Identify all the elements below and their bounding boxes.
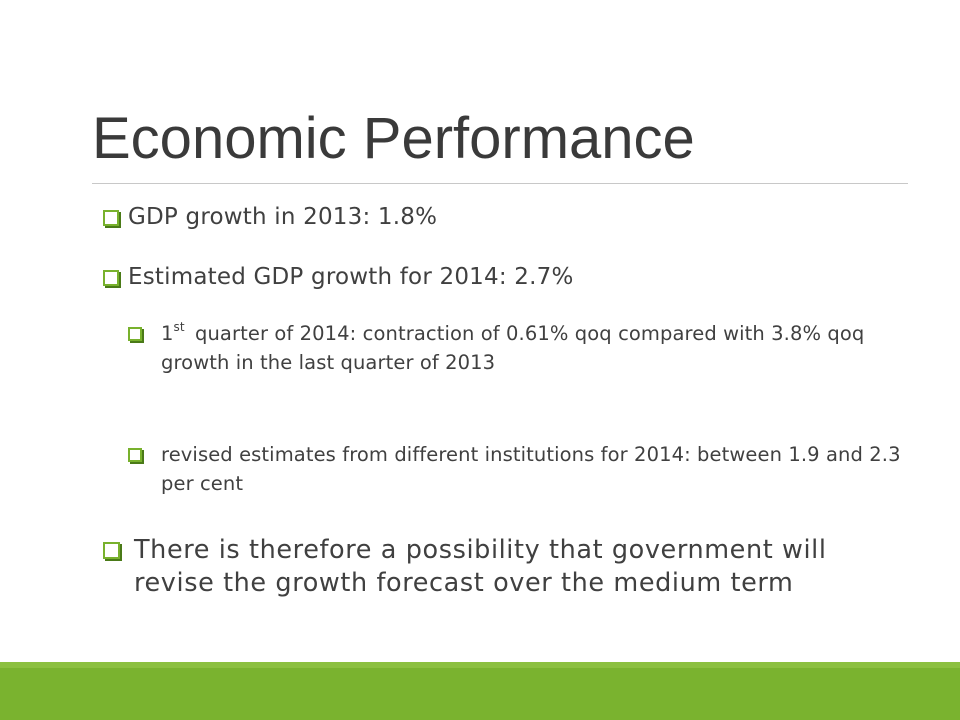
sub-bullet-revised-estimates: revised estimates from different institu… <box>128 440 901 498</box>
ordinal-suffix: st <box>173 319 185 334</box>
hollow-square-icon <box>128 327 142 341</box>
bullet-gdp-2013: GDP growth in 2013: 1.8% <box>103 203 928 232</box>
sub-bullet-number: 1 <box>161 322 174 345</box>
bullet-conclusion: There is therefore a possibility that go… <box>103 534 904 600</box>
bullet-gdp-2014-estimate: Estimated GDP growth for 2014: 2.7% <box>103 263 928 292</box>
slide-title: Economic Performance <box>92 106 695 171</box>
hollow-square-icon <box>103 542 120 559</box>
hollow-square-icon <box>103 270 119 286</box>
hollow-square-icon <box>103 210 119 226</box>
bullet-text: revised estimates from different institu… <box>161 443 901 495</box>
sub-bullet-q1-2014: 1st quarter of 2014: contraction of 0.61… <box>128 319 901 377</box>
footer-band <box>0 662 960 720</box>
hollow-square-icon <box>128 448 142 462</box>
title-divider <box>92 183 908 184</box>
bullet-text: GDP growth in 2013: 1.8% <box>128 204 438 230</box>
bullet-text: Estimated GDP growth for 2014: 2.7% <box>128 264 574 290</box>
bullet-text: quarter of 2014: contraction of 0.61% qo… <box>161 322 865 374</box>
bullet-text: There is therefore a possibility that go… <box>134 535 827 598</box>
